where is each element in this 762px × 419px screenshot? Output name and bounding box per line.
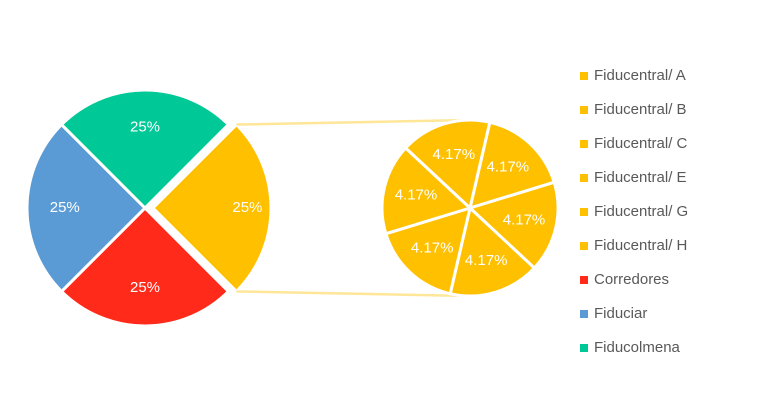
- legend-label: Fiducolmena: [594, 339, 681, 356]
- legend-marker: [580, 72, 588, 80]
- data-label: 4.17%: [503, 211, 546, 228]
- pie-slice: [448, 205, 537, 298]
- legend-label: Fiducentral/ A: [594, 67, 686, 84]
- data-label: 25%: [130, 119, 160, 136]
- pie-slice: [59, 88, 231, 211]
- legend-label: Fiduciar: [594, 305, 647, 322]
- legend-label: Fiducentral/ H: [594, 237, 687, 254]
- pie-slice: [25, 122, 148, 294]
- data-label: 25%: [50, 199, 80, 216]
- legend-label: Fiducentral/ B: [594, 101, 687, 118]
- legend-marker: [580, 140, 588, 148]
- connector-line: [236, 290, 471, 298]
- pie-slice: [467, 120, 557, 211]
- data-label: 4.17%: [433, 146, 476, 163]
- data-label: 25%: [130, 279, 160, 296]
- pie-slice: [467, 180, 560, 271]
- pie-slice: [380, 145, 473, 236]
- data-label: 4.17%: [411, 240, 454, 257]
- legend-label: Corredores: [594, 271, 669, 288]
- legend-marker: [580, 208, 588, 216]
- pie-slice: [383, 205, 473, 296]
- data-label: 4.17%: [395, 186, 438, 203]
- connector-line: [236, 118, 471, 126]
- pie-slice: [403, 118, 492, 211]
- legend-label: Fiducentral/ E: [594, 169, 687, 186]
- legend-marker: [580, 310, 588, 318]
- data-label: 4.17%: [465, 252, 508, 269]
- legend-marker: [580, 174, 588, 182]
- pie-slice: [150, 122, 273, 294]
- legend-label: Fiducentral/ C: [594, 135, 688, 152]
- legend-marker: [580, 106, 588, 114]
- legend-marker: [580, 242, 588, 250]
- legend-marker: [580, 276, 588, 284]
- data-label: 25%: [232, 199, 262, 216]
- legend-label: Fiducentral/ G: [594, 203, 688, 220]
- data-label: 4.17%: [487, 158, 530, 175]
- pie-slice: [59, 205, 231, 328]
- legend-marker: [580, 344, 588, 352]
